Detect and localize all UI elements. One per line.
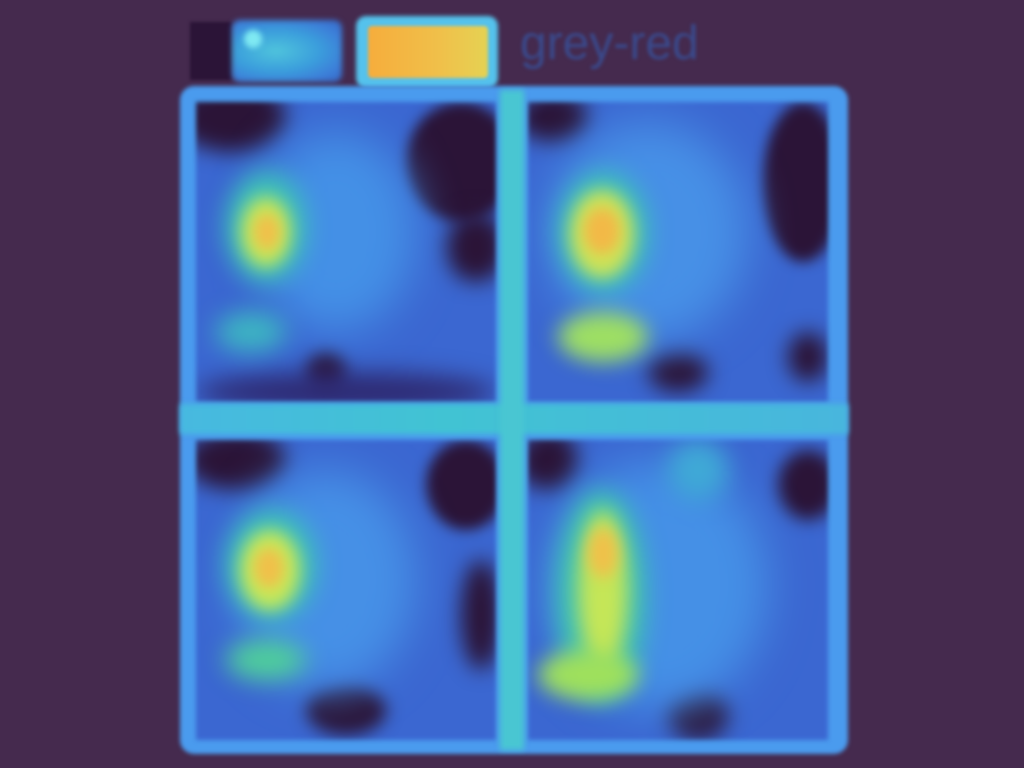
warm-patch [558,312,648,362]
dark-region [196,440,286,490]
dark-region [461,560,496,670]
dark-region [528,102,588,142]
panel-top-left [196,102,496,402]
hotspot-core [584,208,620,254]
dark-region [763,102,828,262]
dark-region [788,332,828,382]
hotspot-core [254,548,284,588]
legend-blue-block [232,20,342,82]
hotspot-core [588,528,618,578]
legend-blue-dot [244,30,262,48]
dark-region [528,440,578,490]
panel-bottom-right [528,440,828,740]
dark-region [426,440,496,530]
dark-region [196,372,496,402]
dark-region [196,102,286,152]
mid-region [668,440,728,500]
legend-label: grey-red [520,16,699,72]
dark-region [648,352,708,392]
legend-dark-block [190,22,232,80]
warm-patch [226,640,306,680]
dark-region [306,685,386,735]
warm-patch [538,650,638,700]
dark-region [778,450,828,520]
legend-strip: grey-red [188,16,768,86]
dark-region [446,212,496,282]
vertical-divider [500,90,524,750]
dark-region [406,102,496,222]
panel-top-right [528,102,828,402]
hotspot-core [254,214,280,250]
legend-swatch-fill [368,26,488,78]
warm-patch [216,312,286,352]
panel-bottom-left [196,440,496,740]
